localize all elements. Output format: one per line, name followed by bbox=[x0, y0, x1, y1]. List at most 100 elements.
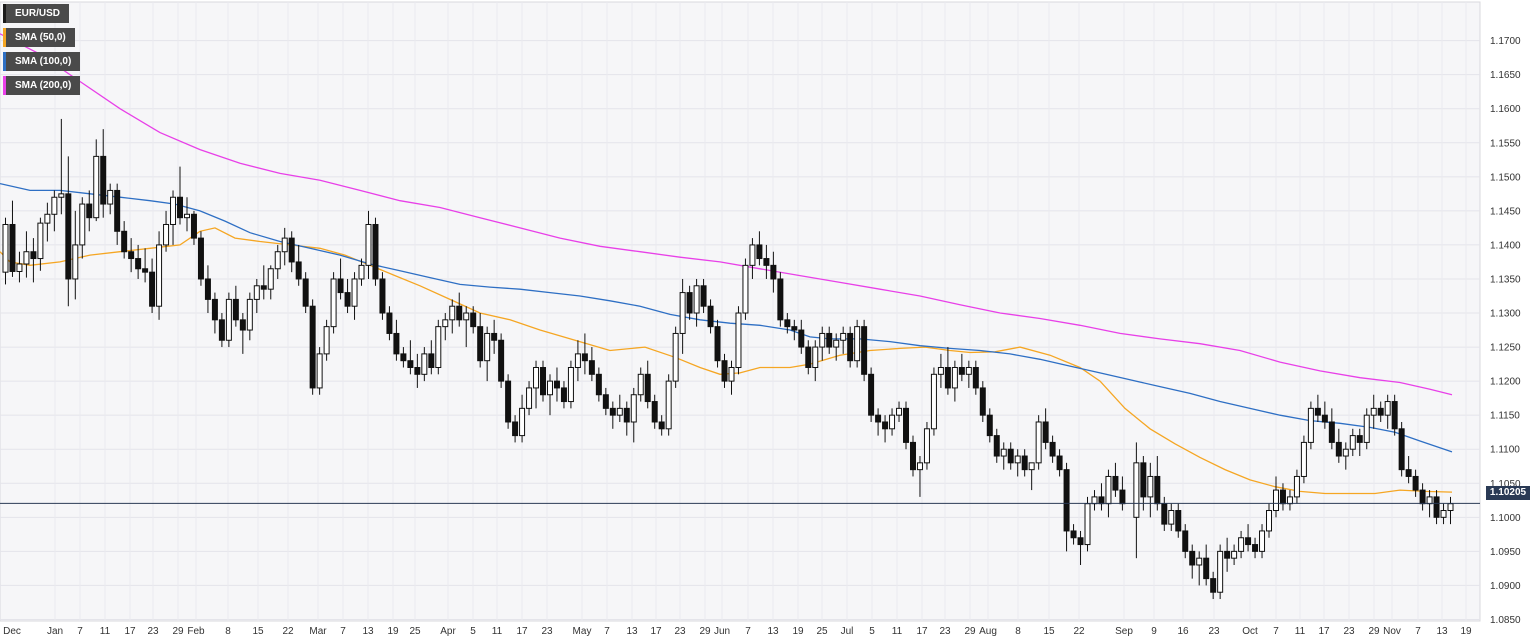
candle-body bbox=[909, 441, 916, 471]
candle-body bbox=[225, 298, 232, 341]
x-tick-label: Feb bbox=[187, 626, 205, 637]
candle-body bbox=[958, 367, 965, 375]
y-tick-label: 1.1200 bbox=[1490, 377, 1521, 388]
candle-body bbox=[149, 271, 156, 307]
candle-body bbox=[714, 326, 721, 362]
candle-body bbox=[274, 251, 281, 270]
candle-body bbox=[267, 268, 274, 290]
candle-body bbox=[239, 319, 246, 331]
legend-item-sma50[interactable]: SMA (50,0) bbox=[3, 28, 75, 47]
current-price-tag: 1.10205 bbox=[1486, 486, 1530, 500]
candle-body bbox=[302, 278, 309, 307]
candle-body bbox=[1314, 407, 1321, 416]
candle-body bbox=[1405, 469, 1412, 477]
x-tick-label: 5 bbox=[869, 626, 875, 637]
candle-body bbox=[986, 414, 993, 437]
candle-body bbox=[1014, 455, 1021, 464]
x-tick-label: 11 bbox=[1295, 626, 1306, 637]
candle-body bbox=[1077, 537, 1084, 546]
x-tick-label: 17 bbox=[516, 626, 528, 637]
candle-body bbox=[540, 367, 547, 396]
candle-body bbox=[805, 346, 812, 369]
candle-body bbox=[491, 332, 498, 341]
sma-line bbox=[0, 33, 1453, 396]
candle-body bbox=[1419, 489, 1426, 505]
y-tick-label: 1.1250 bbox=[1490, 343, 1521, 354]
candle-body bbox=[979, 387, 986, 416]
candle-body bbox=[519, 407, 526, 437]
candle-body bbox=[1433, 496, 1440, 518]
candle-body bbox=[826, 332, 833, 348]
x-tick-label: 13 bbox=[626, 626, 638, 637]
candle-body bbox=[1224, 550, 1231, 559]
candle-body bbox=[400, 353, 407, 362]
legend-item-sma200[interactable]: SMA (200,0) bbox=[3, 76, 81, 95]
candle-body bbox=[693, 285, 700, 314]
candle-body bbox=[1000, 448, 1007, 457]
candle-body bbox=[847, 332, 854, 362]
candle-body bbox=[1356, 435, 1363, 443]
candle-body bbox=[1112, 475, 1119, 491]
candle-body bbox=[135, 258, 142, 270]
candle-body bbox=[372, 223, 379, 280]
candle-body bbox=[386, 312, 393, 334]
candle-body bbox=[246, 298, 253, 331]
candle-body bbox=[1217, 550, 1224, 593]
legend-item-eurusd[interactable]: EUR/USD bbox=[3, 4, 70, 23]
candle-body bbox=[1168, 510, 1175, 525]
x-tick-label: 11 bbox=[892, 626, 903, 637]
candle-body bbox=[533, 367, 540, 389]
legend-label: SMA (50,0) bbox=[15, 32, 66, 43]
candle-body bbox=[79, 203, 86, 246]
candle-body bbox=[567, 367, 574, 403]
x-tick-label: Mar bbox=[309, 626, 327, 637]
candle-body bbox=[770, 264, 777, 280]
legend-swatch bbox=[3, 76, 6, 95]
candle-body bbox=[351, 278, 358, 307]
candle-body bbox=[58, 193, 65, 198]
candle-body bbox=[1084, 503, 1091, 546]
candle-body bbox=[777, 278, 784, 321]
candle-body bbox=[309, 305, 316, 389]
x-tick-label: 19 bbox=[387, 626, 399, 637]
candle-body bbox=[1426, 496, 1433, 505]
candle-body bbox=[1307, 407, 1314, 443]
candle-body bbox=[1147, 475, 1154, 498]
candle-body bbox=[1070, 530, 1077, 539]
legend-item-sma100[interactable]: SMA (100,0) bbox=[3, 52, 81, 71]
legend: EUR/USD SMA (50,0) SMA (100,0) SMA (200,… bbox=[3, 4, 81, 100]
candle-body bbox=[37, 222, 44, 260]
x-tick-label: 7 bbox=[1273, 626, 1279, 637]
candle-body bbox=[30, 251, 37, 260]
candle-body bbox=[204, 278, 211, 300]
x-tick-label: Jun bbox=[714, 626, 730, 637]
candle-body bbox=[44, 213, 51, 224]
candle-body bbox=[819, 332, 826, 348]
candle-body bbox=[1286, 496, 1293, 505]
x-tick-label: 19 bbox=[1460, 626, 1472, 637]
candle-body bbox=[1412, 475, 1419, 491]
y-tick-label: 1.1150 bbox=[1490, 411, 1520, 422]
candle-body bbox=[833, 339, 840, 348]
candle-body bbox=[1028, 462, 1035, 471]
candle-body bbox=[728, 367, 735, 382]
candle-body bbox=[1300, 441, 1307, 477]
candle-body bbox=[1007, 448, 1014, 464]
candle-body bbox=[1140, 462, 1147, 498]
candle-body bbox=[609, 407, 616, 416]
candle-body bbox=[1447, 503, 1454, 512]
y-tick-label: 1.1350 bbox=[1490, 274, 1521, 285]
candle-body bbox=[1035, 421, 1042, 464]
candle-body bbox=[65, 193, 72, 280]
candle-body bbox=[470, 312, 477, 328]
x-tick-label: Sep bbox=[1115, 626, 1133, 637]
x-tick-label: 23 bbox=[147, 626, 159, 637]
candle-body bbox=[993, 435, 1000, 457]
x-tick-label: 11 bbox=[492, 626, 503, 637]
candle-body bbox=[672, 332, 679, 382]
x-tick-label: 23 bbox=[1208, 626, 1220, 637]
y-tick-label: 1.1000 bbox=[1490, 513, 1521, 524]
candle-body bbox=[100, 155, 107, 205]
candle-body bbox=[330, 278, 337, 328]
